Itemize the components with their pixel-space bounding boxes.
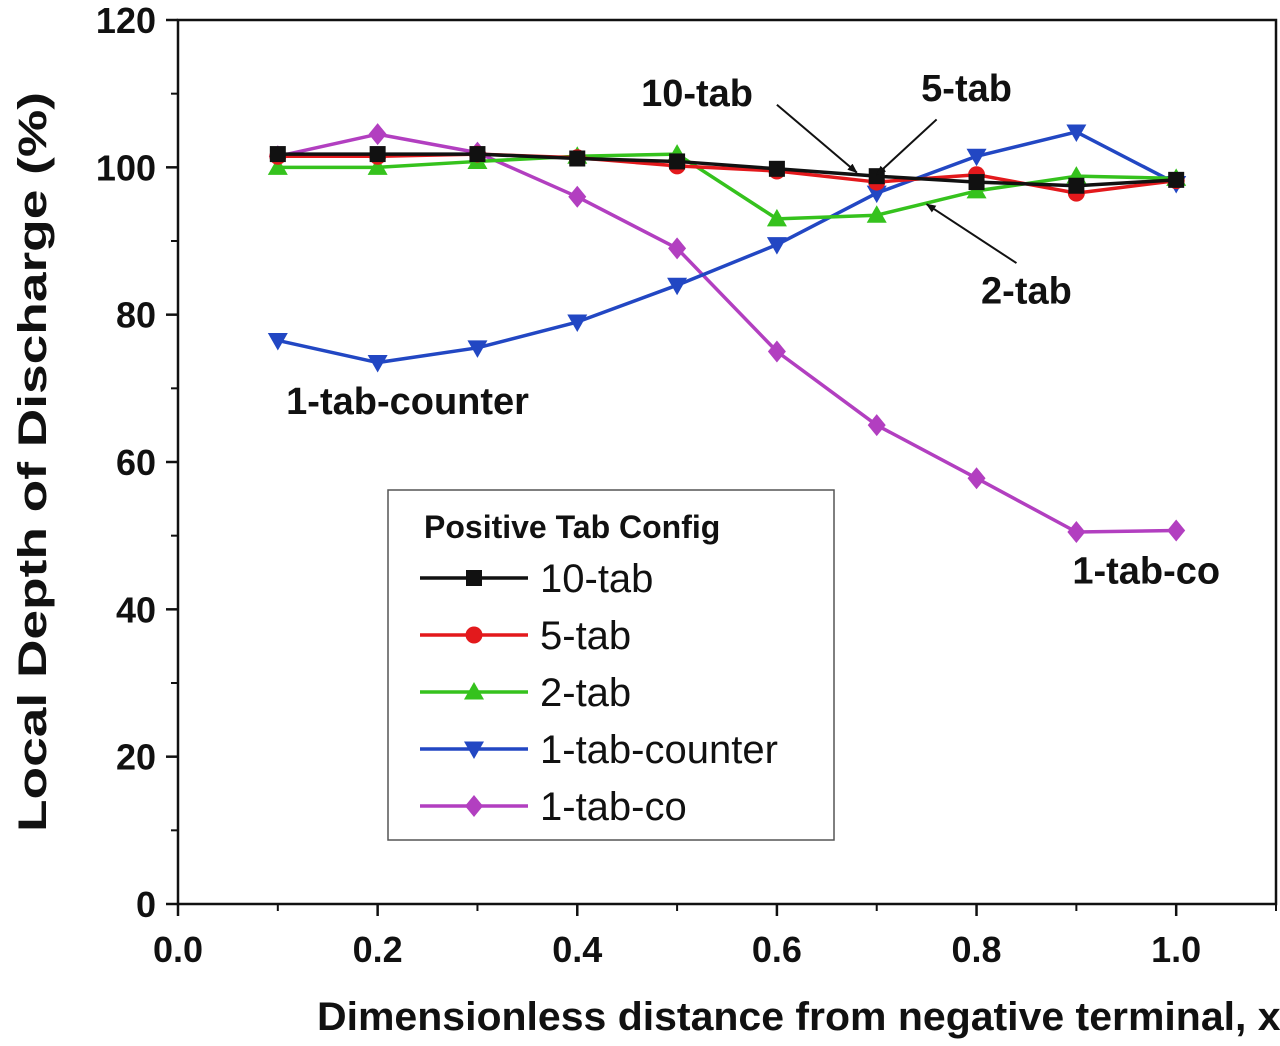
series-line-1-tab-counter	[277, 130, 1177, 365]
x-tick-label: 0.2	[353, 929, 403, 970]
legend-entry-1-tab-counter: 1-tab-counter	[420, 728, 778, 772]
data-point-1-tab-counter	[667, 277, 688, 296]
data-point-1-tab-counter	[966, 148, 987, 167]
legend-box	[387, 489, 835, 841]
annotation-arrow	[875, 118, 938, 176]
series-10-tab	[269, 146, 1185, 194]
data-point-10-tab	[1168, 171, 1185, 188]
annotation-arrow	[925, 203, 1018, 264]
y-tick-label: 20	[116, 737, 156, 778]
data-point-1-tab-co	[568, 185, 587, 208]
legend: Positive Tab Config 10-tab 5-tab 2-tab 1-tab…	[387, 489, 835, 841]
annotation-layer: 10-tab 5-tab 2-tab 1-tab-counter 1-tab-co	[286, 68, 1220, 593]
legend-swatch-marker	[464, 682, 484, 700]
annotation-label: 10-tab	[641, 73, 753, 115]
data-point-1-tab-counter	[267, 332, 288, 351]
data-point-2-tab	[267, 157, 288, 175]
legend-label: 1-tab-counter	[540, 728, 778, 772]
data-point-1-tab-co	[867, 414, 886, 437]
data-point-1-tab-co	[1067, 520, 1086, 543]
data-point-10-tab	[768, 160, 785, 177]
data-point-2-tab	[866, 205, 887, 223]
data-point-2-tab	[367, 157, 388, 175]
x-tick-label: 1.0	[1151, 929, 1201, 970]
y-axis-title: Local Depth of Discharge (%)	[11, 92, 55, 832]
legend-label: 5-tab	[540, 614, 631, 658]
annotation-label: 1-tab-co	[1072, 551, 1220, 593]
data-point-10-tab	[968, 174, 985, 191]
annotation-label: 1-tab-counter	[286, 381, 529, 423]
legend-swatch-marker	[466, 570, 482, 586]
data-point-1-tab-counter	[766, 237, 787, 255]
data-point-1-tab-co	[967, 467, 986, 490]
annotation-label: 5-tab	[921, 68, 1012, 110]
series-1-tab-counter	[267, 124, 1187, 373]
x-tick-label: 0.4	[552, 929, 602, 970]
series-line-10-tab	[277, 152, 1177, 188]
axis-ticks: 0.0 0.2 0.4 0.6 0.8 1.0 0 20 40 60 80 100 120	[96, 0, 1277, 970]
legend-entry-10-tab: 10-tab	[420, 557, 653, 601]
legend-swatch-marker	[465, 626, 483, 644]
x-tick-label: 0.0	[153, 929, 203, 970]
x-axis-title: Dimensionless distance from negative ter…	[317, 995, 1280, 1039]
data-point-2-tab	[766, 208, 787, 227]
legend-entry-5-tab: 5-tab	[420, 614, 631, 658]
annotation-arrow	[776, 103, 858, 174]
data-point-1-tab-counter	[1066, 124, 1087, 142]
y-tick-label: 0	[136, 884, 156, 925]
series-layer	[267, 123, 1187, 543]
legend-label: 1-tab-co	[540, 785, 687, 829]
y-tick-label: 40	[116, 589, 156, 630]
y-tick-label: 100	[96, 147, 156, 188]
legend-label: 10-tab	[540, 557, 653, 601]
legend-label: 2-tab	[540, 671, 631, 715]
y-tick-label: 60	[116, 442, 156, 483]
data-point-1-tab-counter	[467, 340, 488, 358]
series-1-tab-co	[268, 123, 1186, 543]
data-point-1-tab-co	[668, 237, 687, 260]
legend-entry-2-tab: 2-tab	[420, 671, 631, 715]
data-point-1-tab-co	[368, 123, 387, 146]
legend-entry-1-tab-co: 1-tab-co	[420, 785, 687, 829]
data-point-10-tab	[369, 146, 386, 163]
x-tick-label: 0.8	[952, 929, 1002, 970]
data-point-1-tab-counter	[567, 314, 588, 333]
data-point-10-tab	[669, 153, 686, 170]
data-point-10-tab	[569, 150, 586, 167]
series-line-1-tab-co	[277, 132, 1177, 534]
legend-title: Positive Tab Config	[424, 509, 720, 545]
data-point-1-tab-co	[1167, 519, 1186, 542]
data-point-1-tab-counter	[367, 355, 388, 373]
data-point-10-tab	[1068, 177, 1085, 194]
legend-swatch-marker	[465, 795, 483, 817]
annotation-label: 2-tab	[981, 271, 1072, 313]
data-point-10-tab	[269, 146, 286, 163]
data-point-10-tab	[469, 146, 486, 163]
data-point-1-tab-co	[767, 340, 786, 363]
data-point-1-tab-counter	[866, 185, 887, 204]
legend-swatch-marker	[464, 741, 484, 759]
y-tick-label: 120	[96, 0, 156, 41]
y-tick-label: 80	[116, 295, 156, 336]
x-tick-label: 0.6	[752, 929, 802, 970]
